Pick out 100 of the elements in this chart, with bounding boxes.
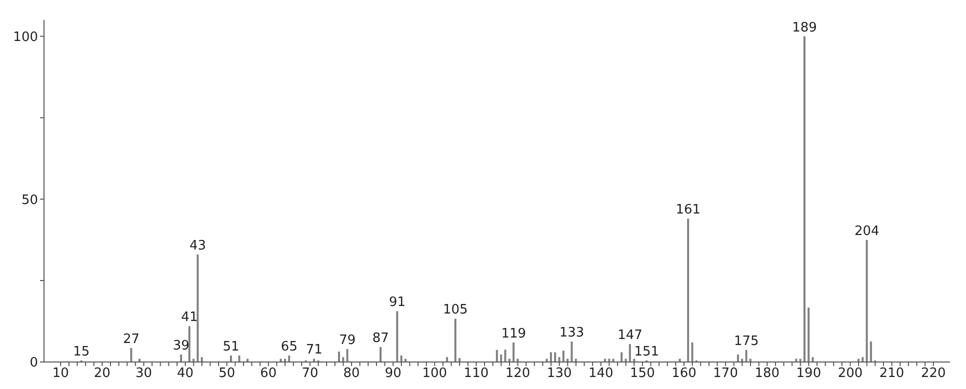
bar xyxy=(795,358,798,362)
annotation: 39 xyxy=(172,338,190,354)
bar xyxy=(346,348,348,362)
x-tick-label: 80 xyxy=(343,366,360,382)
annotation: 105 xyxy=(443,302,468,318)
annotation: 51 xyxy=(222,339,240,354)
bar xyxy=(130,348,132,362)
x-tick-label: 190 xyxy=(796,366,822,382)
annotation: 189 xyxy=(792,20,817,36)
y-tick-label: 0 xyxy=(30,356,38,371)
bar xyxy=(138,358,141,362)
bar xyxy=(192,358,195,362)
annotation: 87 xyxy=(372,331,389,346)
x-tick-label: 110 xyxy=(464,366,489,382)
bar xyxy=(633,358,636,362)
bar xyxy=(404,358,406,362)
bar xyxy=(691,342,694,362)
bar xyxy=(736,354,739,362)
bar xyxy=(180,354,182,362)
bar xyxy=(628,344,631,362)
bar xyxy=(870,341,872,362)
annotation: 151 xyxy=(634,344,660,360)
annotation: 71 xyxy=(306,342,322,358)
bar xyxy=(741,358,744,362)
bar xyxy=(866,240,868,362)
x-tick-label: 70 xyxy=(302,366,318,382)
x-tick-label: 200 xyxy=(838,366,863,382)
x-tick-label: 50 xyxy=(218,366,236,382)
bar xyxy=(808,308,810,362)
bar xyxy=(380,347,382,362)
x-tick-label: 90 xyxy=(384,366,402,382)
bar xyxy=(574,358,577,362)
bar xyxy=(400,355,402,362)
bar xyxy=(280,358,282,362)
x-tick-label: 30 xyxy=(135,366,152,382)
x-tick-label: 10 xyxy=(52,366,69,382)
annotation: 41 xyxy=(181,310,198,326)
bar xyxy=(812,357,814,362)
bar xyxy=(624,358,627,362)
bar xyxy=(504,350,506,362)
bar xyxy=(512,342,515,362)
bar xyxy=(196,254,199,362)
bar xyxy=(500,354,502,362)
x-tick-label: 180 xyxy=(754,366,780,382)
annotation: 119 xyxy=(501,326,526,342)
bar xyxy=(508,358,510,362)
bar xyxy=(188,326,190,362)
bar xyxy=(238,355,240,362)
bar xyxy=(342,357,344,362)
annotation: 133 xyxy=(559,325,584,340)
bar xyxy=(338,352,340,362)
bar xyxy=(546,358,548,362)
bar xyxy=(200,357,203,362)
bar xyxy=(566,358,569,362)
annotation: 79 xyxy=(339,332,356,348)
bar xyxy=(612,358,614,362)
bar xyxy=(620,352,623,362)
x-tick-label: 120 xyxy=(505,366,530,382)
x-tick-label: 20 xyxy=(94,366,110,382)
annotation: 27 xyxy=(123,332,140,347)
bar xyxy=(496,350,498,362)
x-tick-label: 160 xyxy=(672,366,696,382)
annotation: 65 xyxy=(280,339,298,354)
annotation: 204 xyxy=(854,224,880,239)
bar xyxy=(446,357,448,362)
annotation: 175 xyxy=(734,334,759,349)
x-tick-label: 140 xyxy=(588,366,614,382)
bar xyxy=(862,357,864,362)
bar xyxy=(803,36,806,362)
bar xyxy=(687,218,690,362)
annotation: 147 xyxy=(618,328,642,344)
bar xyxy=(230,355,232,362)
annotation: 43 xyxy=(189,238,206,254)
x-tick-label: 130 xyxy=(546,366,572,382)
y-tick-label: 100 xyxy=(13,30,38,45)
bar xyxy=(570,341,573,362)
annotation: 161 xyxy=(676,202,701,218)
bar xyxy=(857,358,860,362)
annotation: 91 xyxy=(388,295,406,310)
x-tick-label: 210 xyxy=(879,366,904,382)
x-tick-label: 100 xyxy=(422,366,448,382)
x-tick-label: 170 xyxy=(713,366,738,382)
bar xyxy=(562,350,564,362)
bar xyxy=(558,357,560,362)
bar xyxy=(313,358,316,362)
bar xyxy=(799,358,802,362)
x-tick-label: 220 xyxy=(920,366,946,382)
bar xyxy=(516,358,519,362)
bar xyxy=(604,358,606,362)
bar xyxy=(678,358,681,362)
bar xyxy=(246,358,249,362)
bar xyxy=(608,358,610,362)
y-tick-label: 50 xyxy=(21,192,38,208)
bar xyxy=(288,355,290,362)
bar xyxy=(284,358,286,362)
bar xyxy=(749,358,752,362)
bar xyxy=(554,352,556,362)
bar xyxy=(550,352,552,362)
annotation: 15 xyxy=(73,344,90,360)
bar xyxy=(458,358,461,362)
